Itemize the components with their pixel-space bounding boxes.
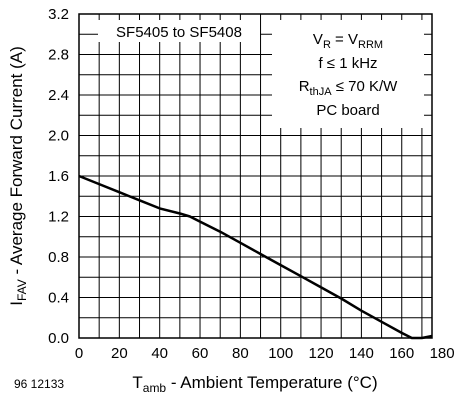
condition-line: f ≤ 1 kHz <box>318 55 377 72</box>
conditions-background <box>272 20 424 128</box>
x-tick-label: 20 <box>111 345 128 362</box>
x-tick-label: 60 <box>192 345 209 362</box>
x-tick-label: 180 <box>430 345 455 362</box>
y-axis-title-main: I <box>7 301 26 306</box>
y-tick-label: 3.2 <box>48 6 69 23</box>
y-axis-title-rest: - Average Forward Current (A) <box>7 46 26 279</box>
y-axis-title: IFAV - Average Forward Current (A) <box>7 46 29 306</box>
annotation-backgrounds <box>98 20 424 128</box>
y-tick-label: 0.0 <box>48 330 69 347</box>
y-tick-label: 2.8 <box>48 47 69 64</box>
x-tick-label: 0 <box>75 345 83 362</box>
x-axis-title-sub: amb <box>143 381 167 395</box>
x-tick-label: 160 <box>389 345 414 362</box>
y-tick-label: 0.4 <box>48 290 69 307</box>
document-number: 96 12133 <box>14 377 64 391</box>
x-axis-title-rest: - Ambient Temperature (°C) <box>166 373 378 392</box>
y-tick-label: 2.0 <box>48 128 69 145</box>
x-tick-label: 100 <box>268 345 293 362</box>
conditions-block: VR = VRRM f ≤ 1 kHz RthJA ≤ 70 K/W PC board <box>299 31 398 119</box>
x-tick-label: 140 <box>349 345 374 362</box>
y-tick-label: 0.8 <box>48 249 69 266</box>
x-tick-label: 40 <box>151 345 168 362</box>
y-tick-label: 1.6 <box>48 168 69 185</box>
x-axis-title: Tamb - Ambient Temperature (°C) <box>132 373 377 395</box>
condition-line: RthJA ≤ 70 K/W <box>299 78 398 98</box>
x-tick-label: 80 <box>232 345 249 362</box>
x-tick-label: 120 <box>309 345 334 362</box>
condition-line: PC board <box>316 102 379 119</box>
condition-line: VR = VRRM <box>313 31 383 51</box>
y-axis-title-sub: FAV <box>15 279 29 301</box>
tick-labels: 0.0 0.4 0.8 1.2 1.6 2.0 2.4 2.8 3.2 0 20 40 60 80 100 1… <box>48 6 454 362</box>
device-range-label: SF5405 to SF5408 <box>116 24 242 41</box>
y-tick-label: 1.2 <box>48 209 69 226</box>
y-tick-label: 2.4 <box>48 87 69 104</box>
device-range-background <box>98 20 260 42</box>
data-series-line <box>78 174 433 340</box>
x-axis-title-main: T <box>132 373 142 392</box>
